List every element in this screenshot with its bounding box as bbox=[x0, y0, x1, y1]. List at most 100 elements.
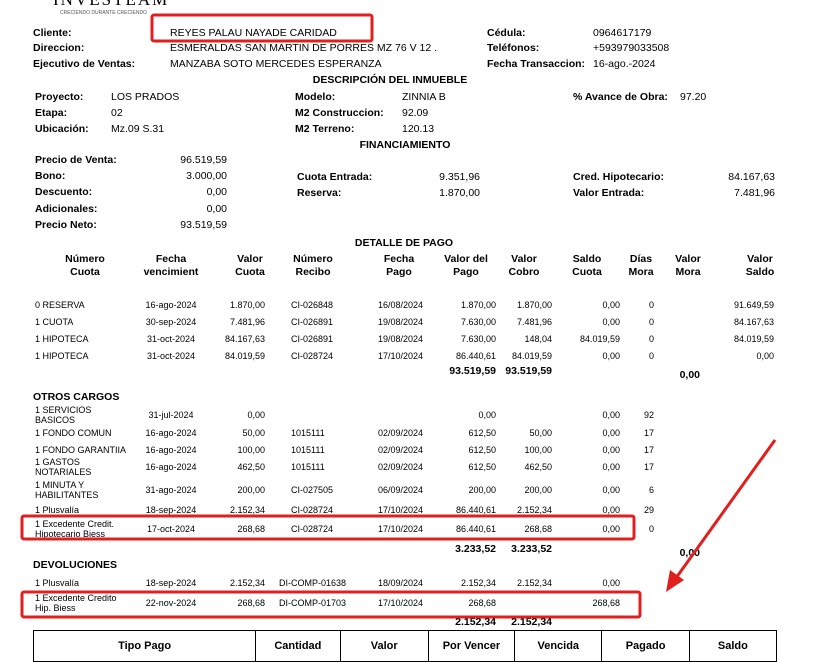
section-title: OTROS CARGOS bbox=[33, 391, 120, 403]
table-cell: 17/10/2024 bbox=[377, 505, 423, 515]
total: 0,00 bbox=[679, 547, 700, 559]
table-cell: 91.649,59 bbox=[733, 300, 774, 310]
table-cell: 148,04 bbox=[524, 334, 552, 344]
field-label: M2 Terreno: bbox=[295, 123, 355, 135]
table-cell: 1.870,00 bbox=[516, 300, 552, 310]
field-label: Reserva: bbox=[297, 187, 342, 199]
column-header: Saldo Cuota bbox=[572, 253, 602, 278]
table-cell: 16-ago-2024 bbox=[145, 445, 197, 455]
table-cell: 1 Excedente Credit. Hipotecario Biess bbox=[35, 519, 115, 539]
total: 93.519,59 bbox=[449, 365, 496, 377]
table-cell: 84.019,59 bbox=[733, 334, 774, 344]
table-cell: 1 GASTOS NOTARIALES bbox=[35, 457, 92, 477]
field-value: 97.20 bbox=[680, 91, 707, 103]
table-cell: 1 SERVICIOS BASICOS bbox=[35, 405, 92, 425]
table-cell: 462,50 bbox=[237, 462, 265, 472]
field-value: 92.09 bbox=[402, 107, 429, 119]
table-cell: 0,00 bbox=[756, 351, 774, 361]
total: 3.233,52 bbox=[511, 543, 552, 555]
field-value: MANZABA SOTO MERCEDES ESPERANZA bbox=[170, 58, 382, 70]
table-cell: 0,00 bbox=[602, 505, 620, 515]
field-label: Cred. Hipotecario: bbox=[573, 171, 665, 183]
table-cell: 16-ago-2024 bbox=[145, 462, 197, 472]
table-cell: 1015111 bbox=[291, 428, 325, 438]
table-cell: 0,00 bbox=[602, 445, 620, 455]
table-cell: 0,00 bbox=[247, 410, 265, 420]
table-cell: 0,00 bbox=[602, 410, 620, 420]
field-label: Precio de Venta: bbox=[35, 154, 117, 166]
field-label: Fecha Transaccion: bbox=[487, 58, 586, 70]
table-cell: 84.167,63 bbox=[224, 334, 265, 344]
table-cell: 200,00 bbox=[468, 485, 496, 495]
table-cell: 0,00 bbox=[602, 578, 620, 588]
table-cell: 268,68 bbox=[237, 598, 265, 608]
table-cell: 18/09/2024 bbox=[377, 578, 423, 588]
field-label: Descuento: bbox=[35, 186, 93, 198]
table-cell: 0 bbox=[648, 300, 654, 310]
field-value: 1.870,00 bbox=[439, 187, 480, 199]
column-header: Valor Mora bbox=[675, 253, 701, 278]
table-cell: 16/08/2024 bbox=[377, 300, 423, 310]
table-cell: CI-026848 bbox=[291, 300, 334, 310]
column-header: Fecha Pago bbox=[383, 253, 415, 278]
field-value: 84.167,63 bbox=[728, 171, 775, 183]
table-cell: 06/09/2024 bbox=[377, 485, 423, 495]
table-cell: 0,00 bbox=[602, 428, 620, 438]
table-cell: 29 bbox=[643, 505, 654, 515]
total: 0,00 bbox=[679, 369, 700, 381]
table-cell: 84.019,59 bbox=[579, 334, 620, 344]
summary-header: Saldo bbox=[688, 631, 776, 661]
table-cell: 1 FONDO GARANTIIA bbox=[35, 445, 127, 455]
field-value: LOS PRADOS bbox=[111, 91, 180, 103]
table-cell: 100,00 bbox=[524, 445, 552, 455]
table-cell: 7.481,96 bbox=[516, 317, 552, 327]
table-cell: 2.152,34 bbox=[460, 578, 496, 588]
summary-header: Vencida bbox=[514, 631, 601, 661]
summary-header: Tipo Pago bbox=[118, 640, 172, 652]
table-cell: 0 RESERVA bbox=[35, 300, 85, 310]
table-cell: 1 Plusvalía bbox=[35, 505, 80, 515]
field-value: 7.481,96 bbox=[734, 187, 775, 199]
table-cell: 1.870,00 bbox=[460, 300, 496, 310]
table-cell: 1015111 bbox=[291, 462, 325, 472]
table-cell: CI-028724 bbox=[291, 351, 334, 361]
table-cell: 86.440,61 bbox=[455, 524, 496, 534]
table-cell: DI-COMP-01703 bbox=[279, 598, 347, 608]
column-header: Valor Cobro bbox=[508, 253, 540, 278]
column-header: Valor del Pago bbox=[444, 253, 488, 278]
section-title: DEVOLUCIONES bbox=[33, 559, 118, 571]
column-header: Número Cuota bbox=[65, 253, 105, 278]
field-label: Precio Neto: bbox=[35, 219, 97, 231]
field-label: Cuota Entrada: bbox=[297, 171, 373, 183]
field-value: 93.519,59 bbox=[180, 219, 227, 231]
table-cell: 22-nov-2024 bbox=[145, 598, 197, 608]
table-cell: 02/09/2024 bbox=[377, 428, 423, 438]
table-cell: 84.167,63 bbox=[733, 317, 774, 327]
table-cell: 0 bbox=[648, 317, 654, 327]
table-cell: 84.019,59 bbox=[224, 351, 265, 361]
section-title: FINANCIAMIENTO bbox=[359, 139, 451, 151]
table-cell: 02/09/2024 bbox=[377, 445, 423, 455]
table-cell: 268,68 bbox=[592, 598, 620, 608]
table-cell: 612,50 bbox=[468, 428, 496, 438]
table-cell: 16-ago-2024 bbox=[145, 300, 197, 310]
summary-table-header: Tipo Pago Cantidad Valor Por Vencer Vencida P… bbox=[33, 630, 777, 662]
field-value: 0,00 bbox=[206, 186, 227, 198]
table-cell: 0,00 bbox=[478, 410, 496, 420]
table-cell: 0,00 bbox=[602, 317, 620, 327]
table-cell: 612,50 bbox=[468, 462, 496, 472]
table-cell: 31-ago-2024 bbox=[145, 485, 197, 495]
table-cell: 1 Excedente Credito Hip. Biess bbox=[35, 593, 117, 613]
field-value: Mz.09 S.31 bbox=[111, 123, 165, 135]
field-label: Ubicación: bbox=[35, 123, 89, 135]
table-cell: 0,00 bbox=[602, 300, 620, 310]
field-value: ZINNIA B bbox=[402, 91, 446, 103]
table-cell: 2.152,34 bbox=[229, 578, 265, 588]
field-value: 02 bbox=[111, 107, 123, 119]
field-value: REYES PALAU NAYADE CARIDAD bbox=[170, 27, 337, 39]
field-value: 16-ago.-2024 bbox=[593, 58, 656, 70]
table-cell: 31-jul-2024 bbox=[148, 410, 194, 420]
table-cell: 0 bbox=[648, 351, 654, 361]
table-cell: 1 FONDO COMUN bbox=[35, 428, 112, 438]
table-cell: 0 bbox=[648, 334, 654, 344]
